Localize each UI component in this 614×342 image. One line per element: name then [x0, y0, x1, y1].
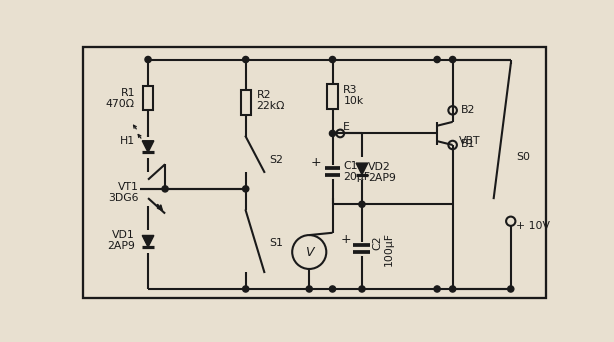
Circle shape	[434, 56, 440, 63]
Circle shape	[306, 286, 313, 292]
Text: 2AP9: 2AP9	[368, 173, 396, 183]
Text: 470Ω: 470Ω	[106, 99, 135, 109]
Polygon shape	[142, 141, 154, 152]
Text: R2: R2	[257, 90, 271, 100]
Text: S0: S0	[516, 152, 530, 161]
Text: R3: R3	[343, 85, 358, 95]
Text: S2: S2	[269, 155, 283, 165]
Text: H1: H1	[120, 136, 135, 146]
Text: VD1: VD1	[112, 230, 135, 240]
Text: R1: R1	[120, 88, 135, 97]
Text: +: +	[311, 156, 322, 169]
Text: VBT: VBT	[459, 136, 480, 146]
Text: C2: C2	[373, 236, 383, 250]
Circle shape	[449, 56, 456, 63]
Text: B1: B1	[460, 139, 475, 149]
Polygon shape	[356, 163, 368, 175]
Circle shape	[243, 56, 249, 63]
Circle shape	[329, 286, 336, 292]
Circle shape	[359, 201, 365, 207]
Text: 20μF: 20μF	[343, 172, 370, 182]
Circle shape	[243, 286, 249, 292]
Text: 10k: 10k	[343, 96, 363, 106]
Bar	[241, 90, 251, 115]
Circle shape	[434, 286, 440, 292]
Text: B2: B2	[460, 105, 475, 115]
Circle shape	[329, 56, 336, 63]
Text: VD2: VD2	[368, 162, 391, 172]
Text: 2AP9: 2AP9	[107, 241, 135, 251]
Text: V: V	[305, 246, 314, 259]
Text: VT1: VT1	[118, 182, 139, 192]
Text: + 10V: + 10V	[516, 221, 550, 231]
Circle shape	[243, 186, 249, 192]
Text: 100μF: 100μF	[384, 232, 394, 266]
Text: E: E	[343, 122, 350, 132]
Circle shape	[359, 286, 365, 292]
Circle shape	[329, 130, 336, 136]
Circle shape	[449, 286, 456, 292]
Text: 22kΩ: 22kΩ	[257, 101, 285, 111]
Circle shape	[162, 186, 168, 192]
Text: C1: C1	[343, 161, 358, 171]
Text: 3DG6: 3DG6	[108, 193, 139, 203]
Bar	[143, 86, 153, 110]
Bar	[327, 84, 338, 109]
Circle shape	[145, 56, 151, 63]
Circle shape	[508, 286, 514, 292]
Text: S1: S1	[269, 238, 283, 248]
Polygon shape	[142, 235, 154, 247]
Text: +: +	[341, 233, 351, 246]
